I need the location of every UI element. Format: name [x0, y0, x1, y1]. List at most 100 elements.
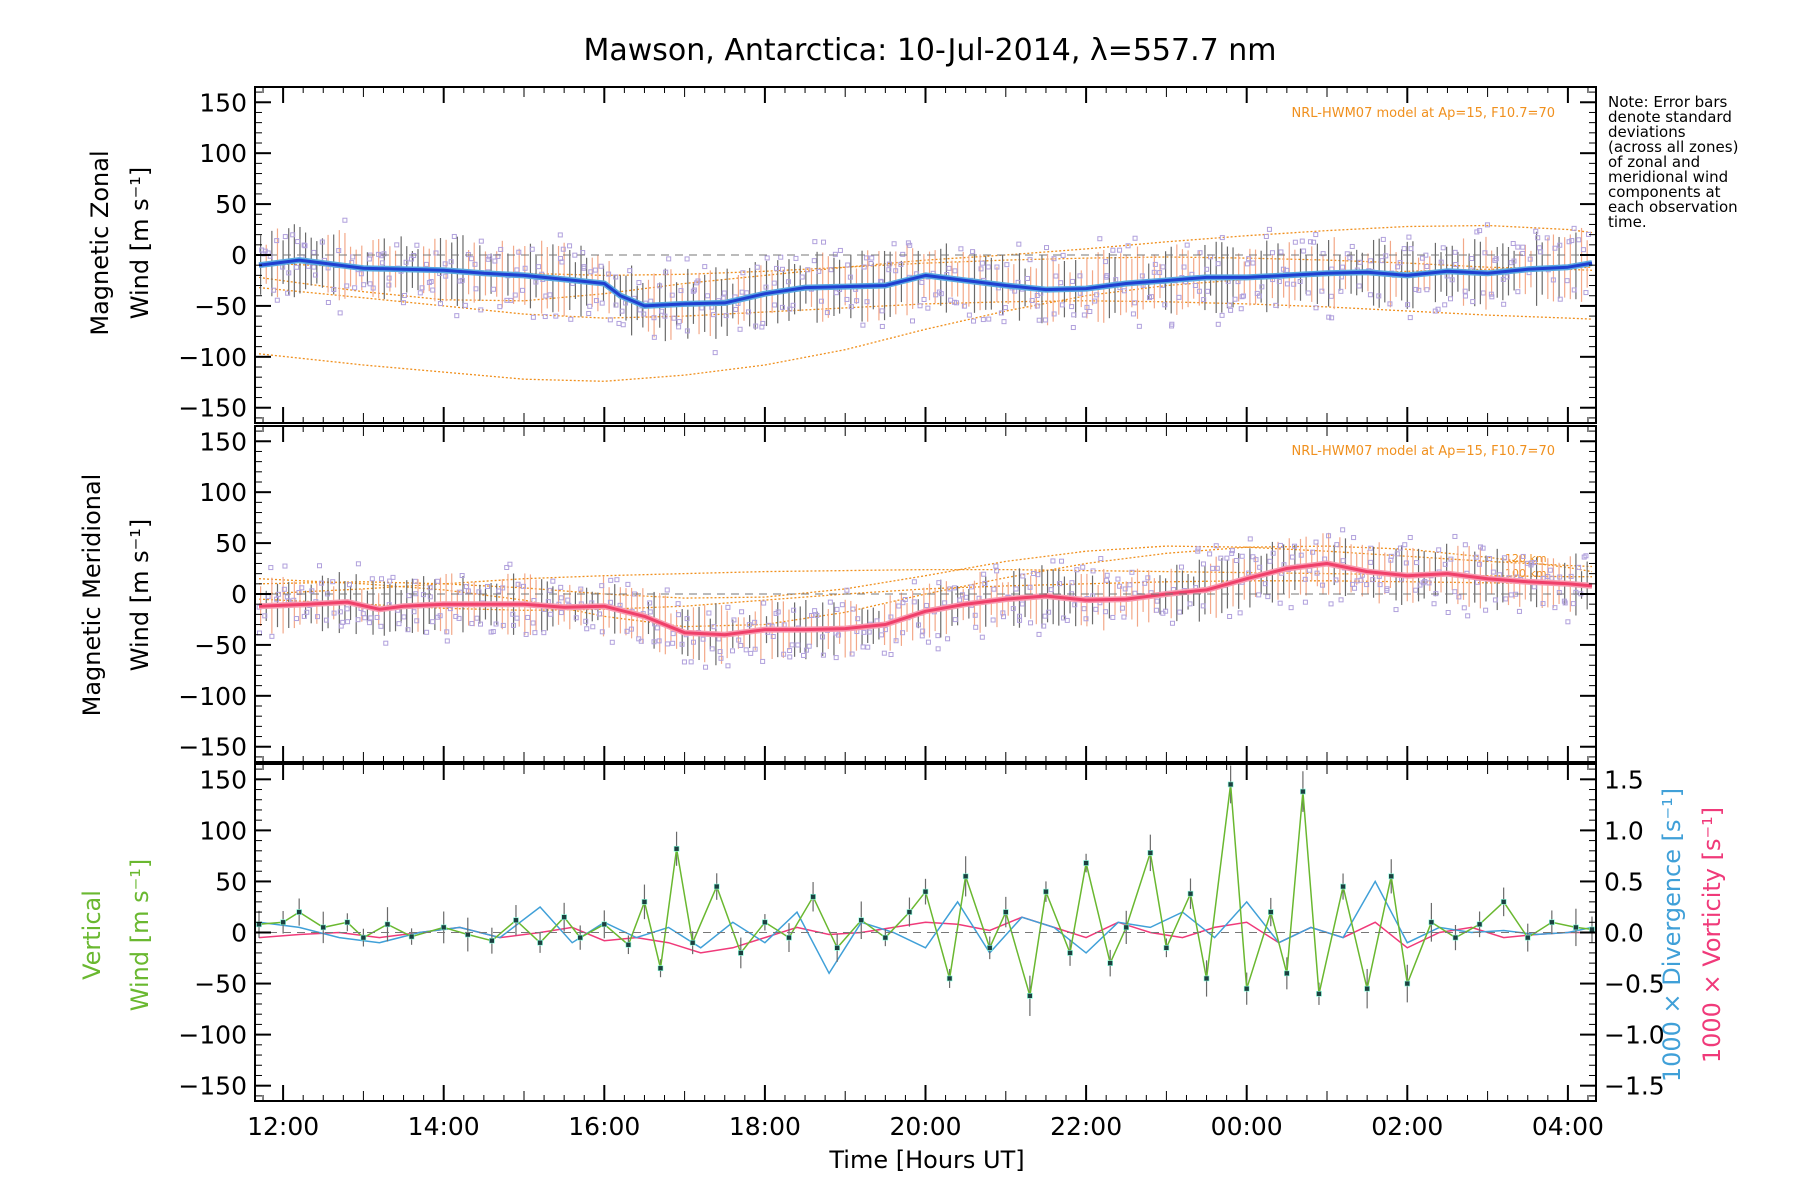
zone-sample-marker: [1069, 304, 1075, 310]
zone-sample-marker: [1250, 554, 1256, 560]
zone-sample-marker: [771, 280, 777, 286]
zone-sample-marker: [954, 300, 960, 306]
zone-sample-marker: [1313, 232, 1319, 238]
zone-sample-marker: [386, 282, 392, 288]
zone-sample-marker: [1051, 256, 1057, 262]
zone-sample-marker: [891, 241, 897, 247]
note-line: meridional wind: [1608, 168, 1728, 186]
zone-sample-marker: [1060, 252, 1066, 258]
vertical-wind-point: [1123, 924, 1130, 931]
zone-sample-marker: [746, 309, 752, 315]
zone-sample-marker: [484, 583, 490, 589]
y-tick-label: 0: [231, 919, 247, 948]
zone-sample-marker: [888, 652, 894, 658]
zone-sample-marker: [350, 254, 356, 260]
zone-sample-marker: [824, 310, 830, 316]
zone-sample-marker: [355, 617, 361, 623]
y2-tick-label: −0.5: [1604, 970, 1665, 999]
zone-sample-marker: [1515, 244, 1521, 250]
zone-sample-marker: [443, 273, 449, 279]
zone-sample-marker: [488, 629, 494, 635]
note-line: denote standard: [1608, 108, 1732, 126]
zone-sample-marker: [691, 287, 697, 293]
zone-sample-marker: [1277, 542, 1283, 548]
zone-sample-marker: [791, 607, 797, 613]
zone-sample-marker: [396, 621, 402, 627]
zone-sample-marker: [1072, 602, 1078, 608]
y-tick-label: 0: [231, 241, 247, 270]
zone-sample-marker: [869, 255, 875, 261]
zone-sample-marker: [1531, 560, 1537, 566]
zone-sample-marker: [1110, 247, 1116, 253]
zone-sample-marker: [1367, 292, 1373, 298]
zone-sample-marker: [936, 580, 942, 586]
zone-sample-marker: [1442, 302, 1448, 308]
zone-sample-marker: [411, 609, 417, 615]
zone-sample-marker: [1200, 561, 1206, 567]
y-tick-label: 100: [199, 816, 247, 845]
zone-sample-marker: [1452, 249, 1458, 255]
zone-sample-marker: [419, 285, 425, 291]
zone-sample-marker: [847, 274, 853, 280]
zone-sample-marker: [1368, 559, 1374, 565]
vertical-wind-point: [1500, 899, 1507, 905]
zone-sample-marker: [1473, 554, 1479, 560]
zone-sample-marker: [1387, 301, 1393, 307]
zone-sample-marker: [1438, 259, 1444, 265]
zone-sample-marker: [1215, 261, 1221, 267]
zone-sample-marker: [284, 594, 290, 600]
zone-sample-marker: [864, 255, 870, 261]
divergence-ylabel: 1000 × Divergence [s⁻¹]: [1658, 788, 1686, 1082]
zone-sample-marker: [387, 578, 393, 584]
zone-sample-marker: [510, 611, 516, 617]
y-tick-label: −50: [194, 292, 247, 321]
zone-sample-marker: [1576, 237, 1582, 243]
zone-sample-marker: [1239, 553, 1245, 559]
zone-sample-marker: [311, 249, 317, 255]
zone-sample-marker: [860, 644, 866, 650]
zone-sample-marker: [845, 262, 851, 268]
x-tick-label: 02:00: [1371, 1112, 1443, 1141]
zone-sample-marker: [1527, 256, 1533, 262]
zone-sample-marker: [1094, 292, 1100, 298]
zone-sample-marker: [1311, 239, 1317, 245]
x-tick-label: 00:00: [1211, 1112, 1283, 1141]
zone-sample-marker: [550, 578, 556, 584]
zone-sample-marker: [1284, 267, 1290, 273]
zone-sample-marker: [938, 291, 944, 297]
zone-sample-marker: [457, 589, 463, 595]
zone-sample-marker: [282, 234, 288, 240]
zone-sample-marker: [779, 266, 785, 272]
vertical-wind-point: [1388, 873, 1395, 880]
zone-sample-marker: [753, 323, 759, 329]
zone-sample-marker: [1083, 616, 1089, 622]
zone-sample-marker: [325, 299, 331, 305]
zone-sample-marker: [274, 238, 280, 244]
model-curve: [258, 266, 1593, 382]
zone-sample-marker: [1044, 245, 1050, 251]
zone-sample-marker: [1277, 600, 1283, 606]
zone-sample-marker: [1565, 619, 1571, 625]
zone-sample-marker: [417, 290, 423, 296]
zone-sample-marker: [1192, 283, 1198, 289]
vertical-wind-point: [657, 965, 664, 972]
zone-sample-marker: [1477, 561, 1483, 567]
zone-sample-marker: [1250, 260, 1256, 266]
zone-sample-marker: [1041, 623, 1047, 629]
y2-tick-label: 1.5: [1604, 765, 1644, 794]
zone-sample-marker: [718, 655, 724, 661]
zone-sample-marker: [1576, 564, 1582, 570]
vertical-ylabel-line2: Wind [m s⁻¹]: [126, 859, 154, 1011]
zone-sample-marker: [1139, 273, 1145, 279]
zone-sample-marker: [1474, 229, 1480, 235]
zone-sample-marker: [330, 579, 336, 585]
zone-sample-marker: [759, 324, 765, 330]
zone-sample-marker: [828, 267, 834, 273]
zone-sample-marker: [1266, 226, 1272, 232]
zone-sample-marker: [1119, 605, 1125, 611]
zone-sample-marker: [1298, 552, 1304, 558]
meridional-ylabel-line1: Magnetic Meridional: [78, 474, 106, 717]
zone-sample-marker: [790, 302, 796, 308]
zone-sample-marker: [1253, 557, 1259, 563]
zone-sample-marker: [520, 287, 526, 293]
